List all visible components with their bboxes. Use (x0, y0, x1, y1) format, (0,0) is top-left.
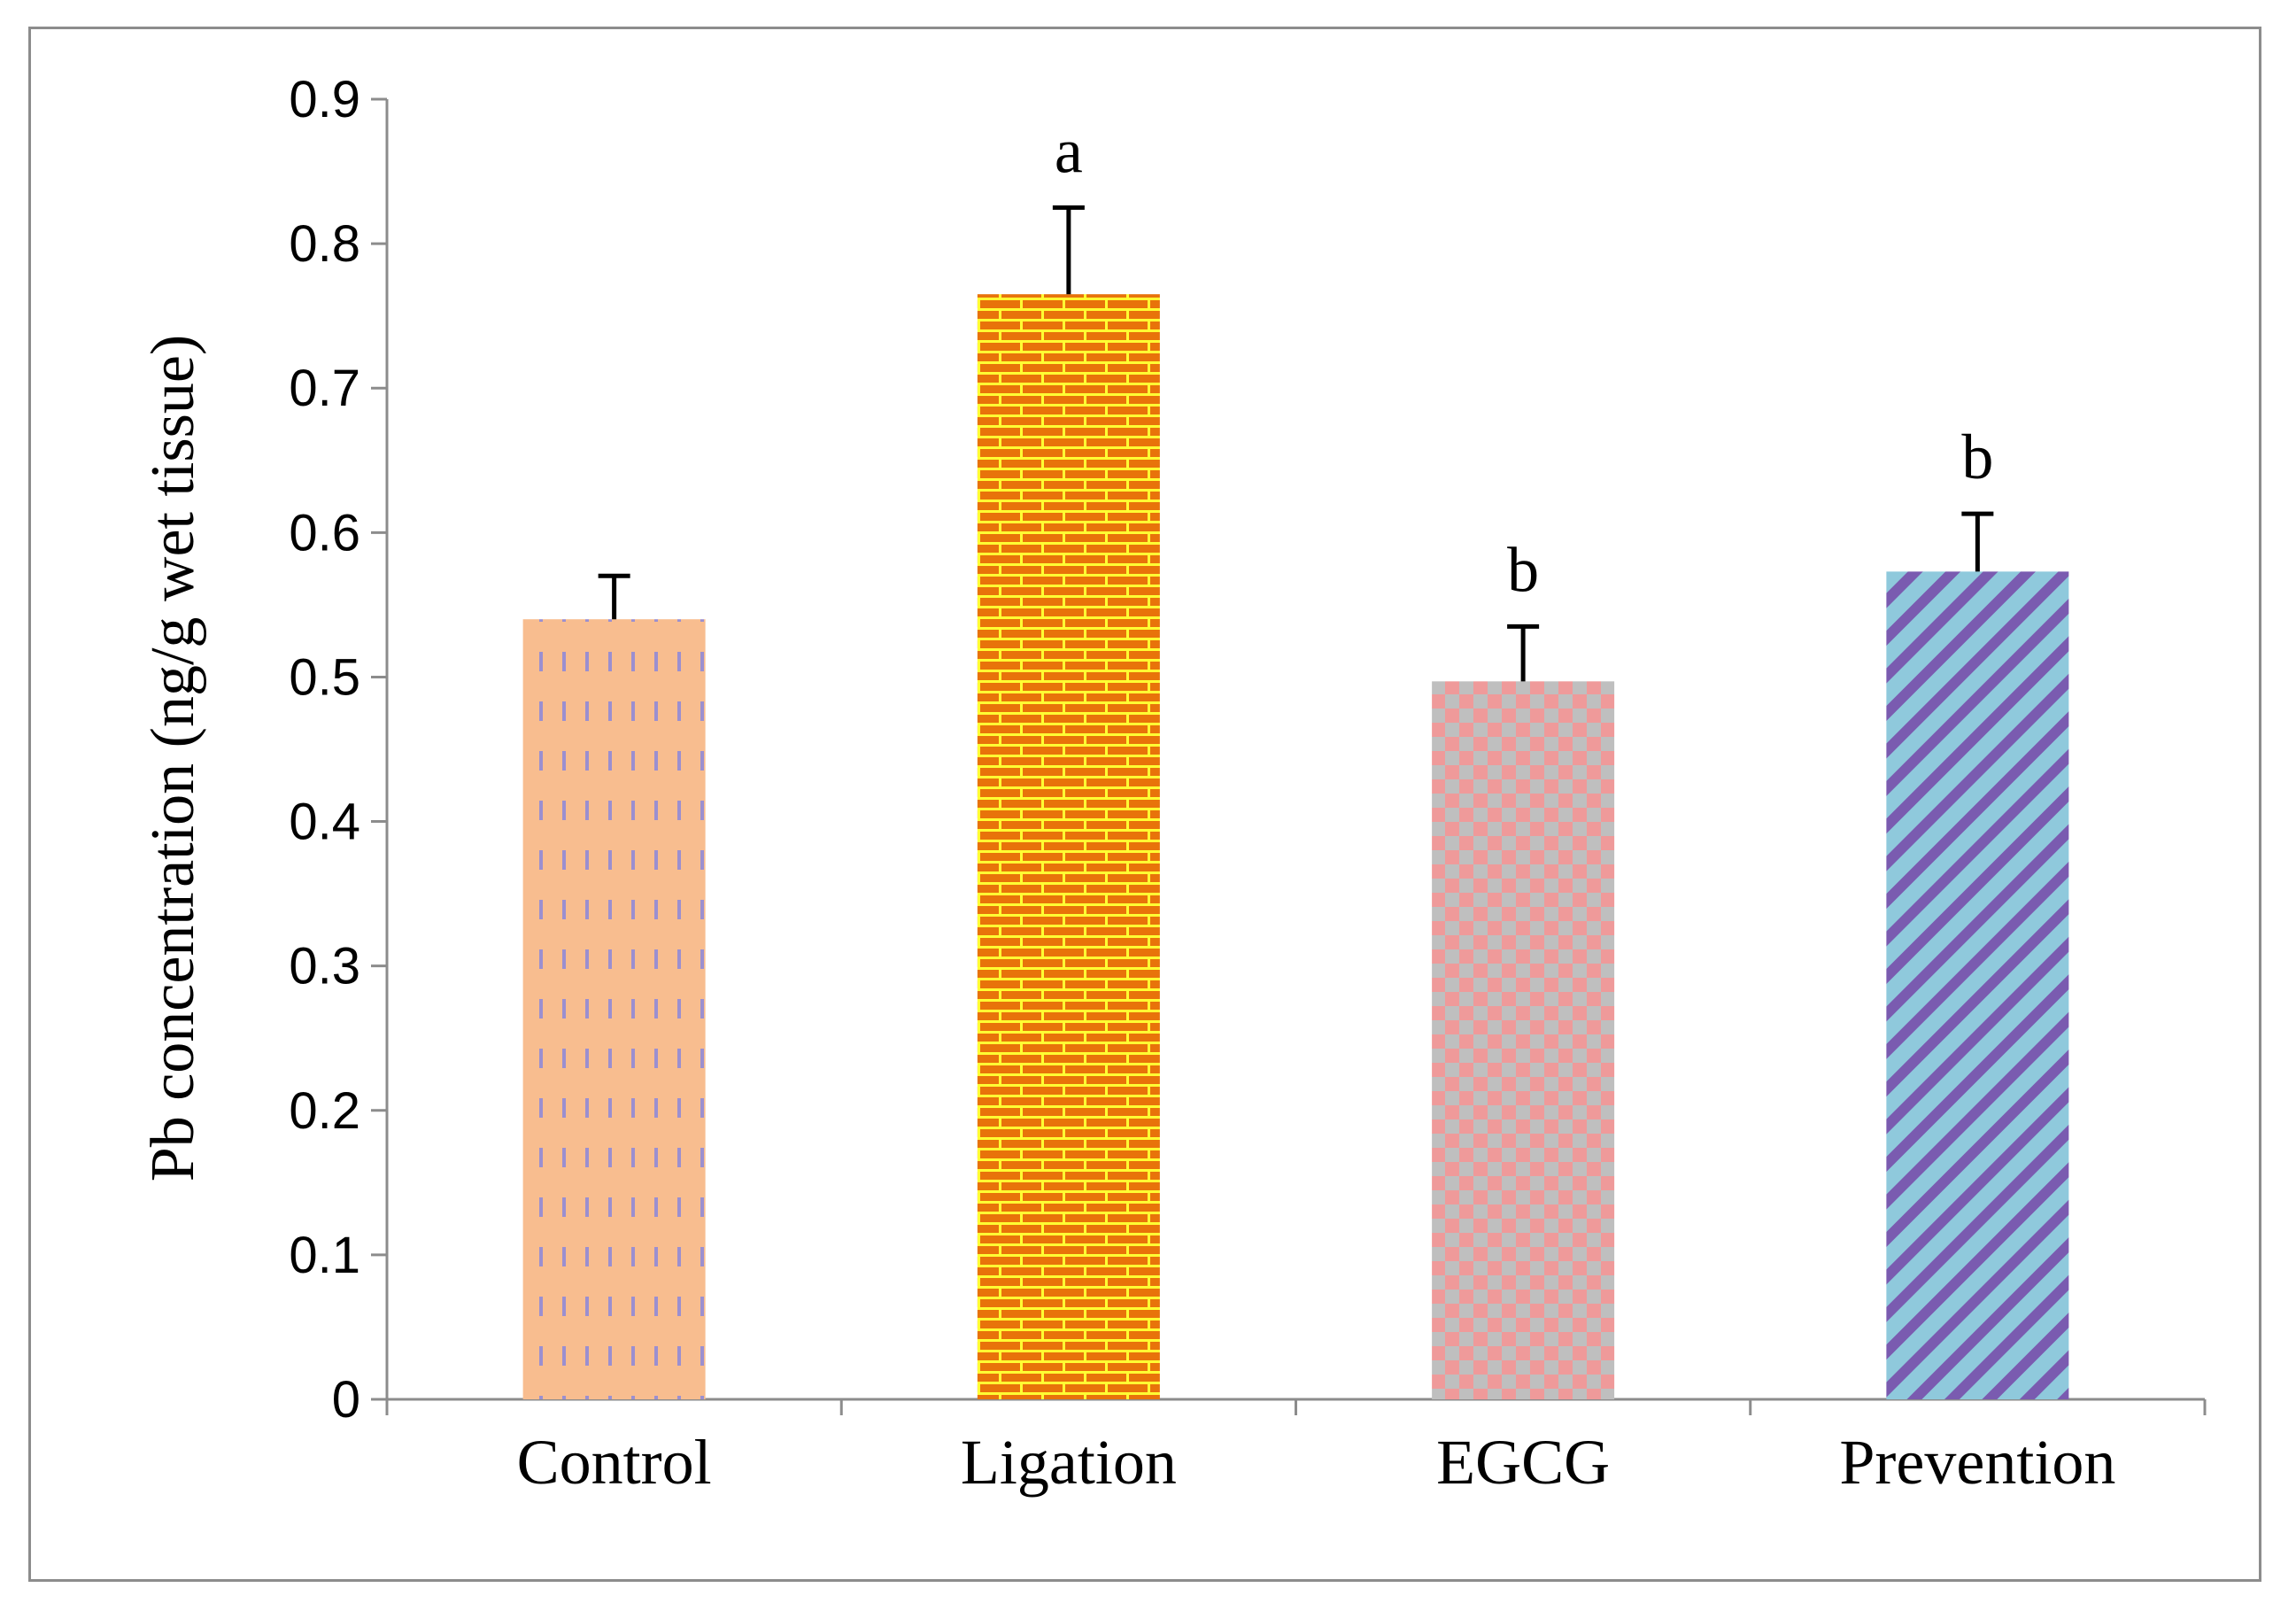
category-label-ligation: Ligation (961, 1427, 1177, 1498)
y-tick-label: 0.8 (289, 215, 360, 273)
error-bars (598, 205, 1994, 682)
significance-prevention: b (1961, 422, 1993, 492)
y-tick-label: 0.7 (289, 360, 360, 417)
y-tick-label: 0.1 (289, 1227, 360, 1284)
y-axis-label: Pb concentration (ng/g wet tissue) (139, 335, 207, 1181)
bar-control (522, 619, 706, 1399)
y-ticks: 0 0.1 0.2 0.3 0.4 0.5 0.6 0.7 0.8 0.9 (289, 71, 387, 1429)
bars (522, 294, 2069, 1400)
y-tick-label: 0.3 (289, 938, 360, 995)
bar-prevention (1886, 571, 2069, 1399)
y-tick-label: 0.6 (289, 504, 360, 562)
y-tick-label: 0.2 (289, 1082, 360, 1140)
category-label-control: Control (517, 1427, 712, 1498)
bar-ligation (977, 294, 1160, 1400)
significance-labels: a b b (1055, 115, 1993, 605)
category-labels: Control Ligation EGCG Prevention (517, 1427, 2116, 1498)
x-ticks (385, 1399, 2207, 1415)
category-label-egcg: EGCG (1436, 1427, 1610, 1498)
y-tick-label: 0 (332, 1371, 360, 1429)
y-tick-label: 0.5 (289, 648, 360, 706)
significance-ligation: a (1055, 115, 1083, 186)
category-label-prevention: Prevention (1839, 1427, 2115, 1498)
significance-egcg: b (1507, 534, 1539, 605)
bar-egcg (1432, 681, 1615, 1399)
y-tick-label: 0.4 (289, 794, 360, 851)
y-tick-label: 0.9 (289, 71, 360, 128)
